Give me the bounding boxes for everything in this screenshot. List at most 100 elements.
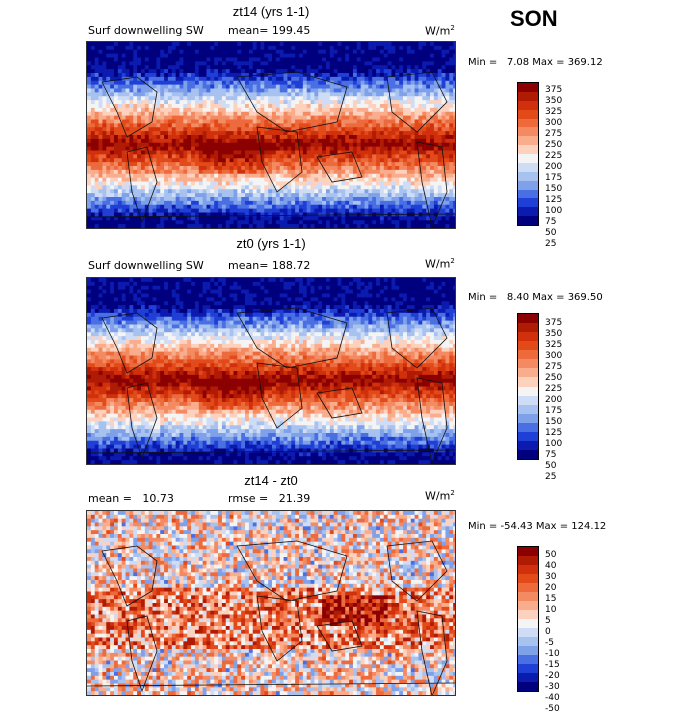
- colorbar-tick-label: 175: [545, 173, 562, 184]
- colorbar-swatch: [518, 198, 538, 207]
- colorbar-tick-label: 25: [545, 472, 562, 483]
- colorbar-swatch: [518, 655, 538, 664]
- colorbar-tick-label: 5: [545, 616, 560, 627]
- colorbar-swatch: [518, 441, 538, 450]
- colorbar-tick-label: 275: [545, 129, 562, 140]
- colorbar-swatch: [518, 601, 538, 610]
- minmax-label: Min = -54.43 Max = 124.12: [468, 521, 606, 532]
- rmse-label: rmse = 21.39: [228, 492, 310, 505]
- colorbar-tick-label: 40: [545, 561, 560, 572]
- colorbar-swatch: [518, 377, 538, 386]
- colorbar-tick-label: 150: [545, 184, 562, 195]
- colorbar-tick-label: 30: [545, 572, 560, 583]
- panel-title: zt14 (yrs 1-1): [86, 4, 456, 19]
- minmax-label: Min = 7.08 Max = 369.12: [468, 57, 603, 68]
- colorbar-swatch: [518, 110, 538, 119]
- variable-label: Surf downwelling SW: [88, 24, 204, 37]
- season-label: SON: [510, 6, 558, 32]
- colorbar-swatch: [518, 450, 538, 459]
- units-label: W/m2: [425, 24, 455, 38]
- colorbar-tick-label: 125: [545, 195, 562, 206]
- map-plot: [86, 510, 456, 696]
- field-map: [87, 278, 456, 464]
- colorbar-tick-label: 375: [545, 318, 562, 329]
- colorbar-tick-label: 175: [545, 406, 562, 417]
- colorbar-tick-label: -10: [545, 649, 560, 660]
- colorbar-swatch: [518, 583, 538, 592]
- colorbar-tick-label: 350: [545, 329, 562, 340]
- colorbar-swatch: [518, 673, 538, 682]
- colorbar-tick-label: 150: [545, 417, 562, 428]
- colorbar-swatch: [518, 556, 538, 565]
- colorbar-swatch: [518, 350, 538, 359]
- colorbar-swatch: [518, 628, 538, 637]
- colorbar-swatch: [518, 119, 538, 128]
- colorbar-swatch: [518, 368, 538, 377]
- panel-title: zt0 (yrs 1-1): [86, 236, 456, 251]
- colorbar-tick-label: 325: [545, 340, 562, 351]
- colorbar-swatch: [518, 547, 538, 556]
- colorbar-tick-label: -40: [545, 693, 560, 704]
- colorbar-swatch: [518, 423, 538, 432]
- panel-title: zt14 - zt0: [86, 473, 456, 488]
- colorbar-swatch: [518, 574, 538, 583]
- colorbar-swatch: [518, 136, 538, 145]
- colorbar-swatch: [518, 154, 538, 163]
- units-label: W/m2: [425, 489, 455, 503]
- colorbar-tick-label: 225: [545, 151, 562, 162]
- colorbar-tick-label: 250: [545, 140, 562, 151]
- colorbar-swatch: [518, 565, 538, 574]
- colorbar-swatch: [518, 610, 538, 619]
- colorbar-swatch: [518, 314, 538, 323]
- colorbar-tick-label: 275: [545, 362, 562, 373]
- colorbar-swatch: [518, 172, 538, 181]
- colorbar-swatch: [518, 637, 538, 646]
- colorbar-swatch: [518, 414, 538, 423]
- colorbar-swatch: [518, 92, 538, 101]
- variable-label: Surf downwelling SW: [88, 259, 204, 272]
- mean-label: mean= 188.72: [228, 259, 310, 272]
- colorbar-tick-label: 200: [545, 395, 562, 406]
- field-map: [87, 511, 456, 695]
- colorbar: [517, 546, 539, 692]
- mean-label: mean = 10.73: [88, 492, 174, 505]
- colorbar-swatch: [518, 341, 538, 350]
- colorbar-tick-label: 15: [545, 594, 560, 605]
- colorbar-swatch: [518, 216, 538, 225]
- colorbar-swatch: [518, 387, 538, 396]
- colorbar-swatch: [518, 405, 538, 414]
- colorbar-tick-label: -20: [545, 671, 560, 682]
- colorbar-tick-label: 250: [545, 373, 562, 384]
- colorbar-swatch: [518, 181, 538, 190]
- colorbar-swatch: [518, 145, 538, 154]
- colorbar-swatch: [518, 101, 538, 110]
- colorbar-tick-label: -5: [545, 638, 560, 649]
- colorbar-tick-label: 75: [545, 217, 562, 228]
- colorbar-tick-label: -15: [545, 660, 560, 671]
- colorbar-tick-label: 75: [545, 450, 562, 461]
- minmax-label: Min = 8.40 Max = 369.50: [468, 292, 603, 303]
- colorbar-swatch: [518, 83, 538, 92]
- colorbar-swatch: [518, 359, 538, 368]
- colorbar: [517, 82, 539, 226]
- colorbar-tick-label: 100: [545, 206, 562, 217]
- colorbar-swatch: [518, 682, 538, 691]
- colorbar-swatch: [518, 207, 538, 216]
- colorbar-swatch: [518, 664, 538, 673]
- colorbar-tick-label: 200: [545, 162, 562, 173]
- units-label: W/m2: [425, 257, 455, 271]
- colorbar-tick-label: 50: [545, 228, 562, 239]
- colorbar-tick-label: 0: [545, 627, 560, 638]
- colorbar-swatch: [518, 190, 538, 199]
- colorbar-swatch: [518, 432, 538, 441]
- map-plot: [86, 41, 456, 229]
- colorbar-tick-label: 300: [545, 351, 562, 362]
- colorbar-tick-label: 350: [545, 96, 562, 107]
- colorbar-swatch: [518, 396, 538, 405]
- colorbar-tick-label: -50: [545, 704, 560, 715]
- colorbar-swatch: [518, 646, 538, 655]
- colorbar-tick-label: 50: [545, 461, 562, 472]
- map-plot: [86, 277, 456, 465]
- colorbar-swatch: [518, 163, 538, 172]
